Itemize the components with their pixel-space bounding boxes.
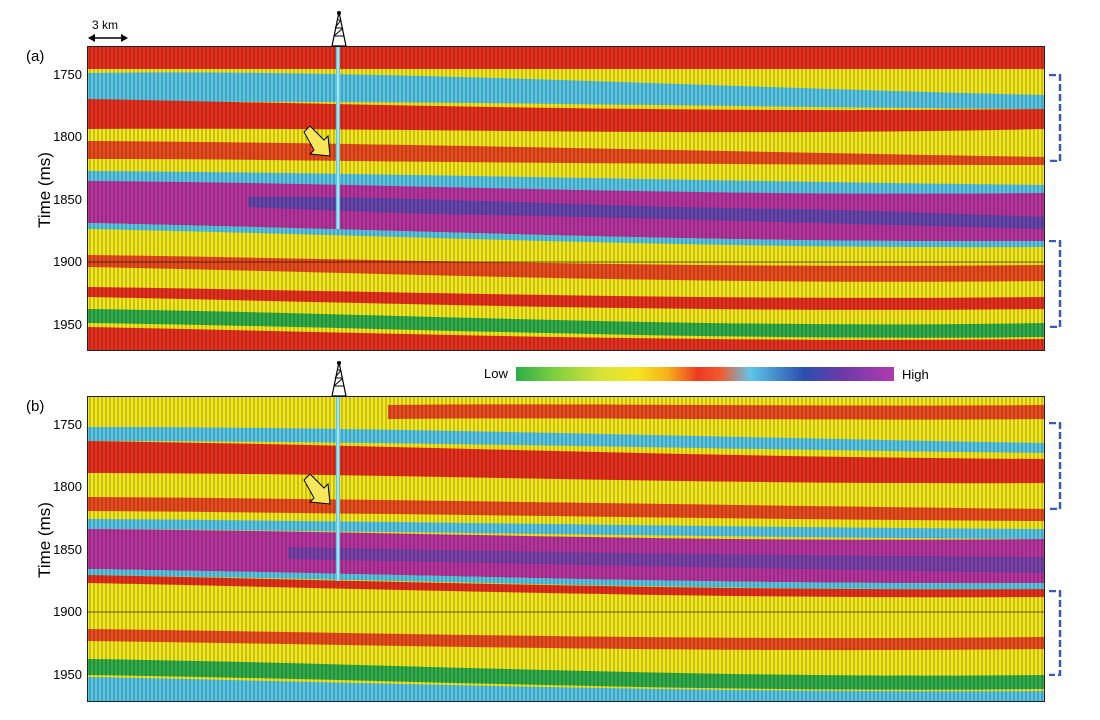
bracket-icon: [1048, 239, 1062, 329]
bracket-icon: [1048, 73, 1062, 163]
panel-a-tick: 1950: [53, 317, 82, 332]
arrow-icon: [300, 473, 334, 508]
panel-a-tick: 1900: [53, 254, 82, 269]
panel-b-tick: 1950: [53, 667, 82, 682]
bracket-icon: [1048, 589, 1062, 677]
drilling-rig-icon: [330, 360, 348, 398]
panel-b-tick: 1850: [53, 542, 82, 557]
legend-low-label: Low: [484, 366, 508, 381]
scale-bar: 3 km: [88, 18, 128, 44]
panel-a-tick: 1750: [53, 67, 82, 82]
panel-b-tick: 1800: [53, 479, 82, 494]
panel-b-tick: 1750: [53, 417, 82, 432]
seismic-image-a: [88, 47, 1044, 350]
panel-a-tick: 1800: [53, 129, 82, 144]
seismic-section-a: [87, 46, 1045, 351]
color-scale-bar: [516, 367, 894, 381]
arrow-icon: [300, 125, 334, 160]
seismic-section-b: [87, 396, 1045, 702]
scale-bar-label: 3 km: [92, 18, 119, 32]
panel-a-tick: 1850: [53, 192, 82, 207]
panel-a-label: (a): [26, 48, 45, 65]
drilling-rig-icon: [330, 10, 348, 48]
bracket-icon: [1048, 421, 1062, 511]
double-arrow-icon: [88, 34, 128, 42]
panel-b-label: (b): [26, 398, 45, 415]
panel-b-tick: 1900: [53, 604, 82, 619]
legend-high-label: High: [902, 367, 929, 382]
seismic-image-b: [88, 397, 1044, 701]
